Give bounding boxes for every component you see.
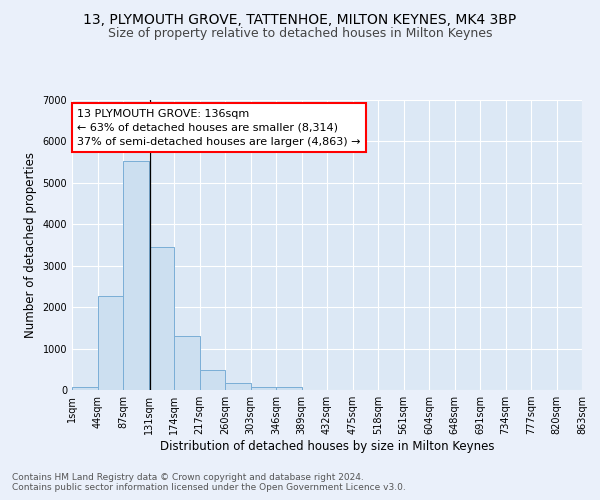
Text: Size of property relative to detached houses in Milton Keynes: Size of property relative to detached ho… xyxy=(108,28,492,40)
Bar xyxy=(276,387,302,390)
Bar xyxy=(149,248,174,390)
Bar xyxy=(199,370,225,390)
Y-axis label: Number of detached properties: Number of detached properties xyxy=(24,152,37,338)
Bar xyxy=(72,387,97,390)
Bar xyxy=(123,162,149,390)
Bar xyxy=(225,384,251,390)
Text: 13 PLYMOUTH GROVE: 136sqm
← 63% of detached houses are smaller (8,314)
37% of se: 13 PLYMOUTH GROVE: 136sqm ← 63% of detac… xyxy=(77,108,361,146)
Bar xyxy=(174,336,199,390)
X-axis label: Distribution of detached houses by size in Milton Keynes: Distribution of detached houses by size … xyxy=(160,440,494,453)
Bar xyxy=(251,386,276,390)
Text: Contains HM Land Registry data © Crown copyright and database right 2024.: Contains HM Land Registry data © Crown c… xyxy=(12,474,364,482)
Text: Contains public sector information licensed under the Open Government Licence v3: Contains public sector information licen… xyxy=(12,484,406,492)
Text: 13, PLYMOUTH GROVE, TATTENHOE, MILTON KEYNES, MK4 3BP: 13, PLYMOUTH GROVE, TATTENHOE, MILTON KE… xyxy=(83,12,517,26)
Bar xyxy=(97,296,123,390)
